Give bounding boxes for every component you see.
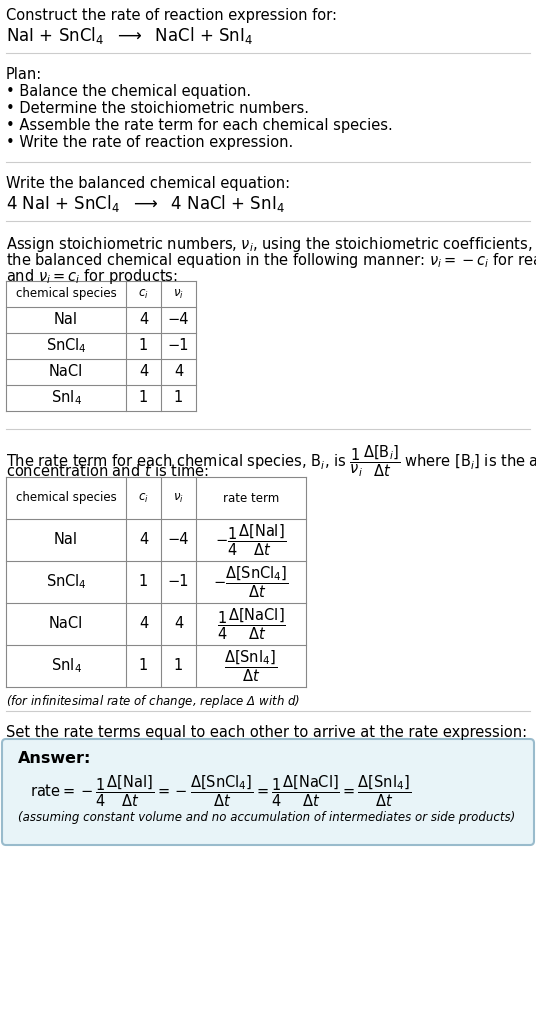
Text: Answer:: Answer: <box>18 751 91 766</box>
Text: SnI$_4$: SnI$_4$ <box>50 656 81 675</box>
Text: 1: 1 <box>174 658 183 674</box>
Text: 1: 1 <box>139 575 148 589</box>
Text: $\nu_i$: $\nu_i$ <box>173 288 184 300</box>
Text: • Write the rate of reaction expression.: • Write the rate of reaction expression. <box>6 135 293 150</box>
Text: Construct the rate of reaction expression for:: Construct the rate of reaction expressio… <box>6 8 337 23</box>
Text: $\nu_i$: $\nu_i$ <box>173 491 184 505</box>
Text: SnCl$_4$: SnCl$_4$ <box>46 336 86 355</box>
Text: NaI + SnCl$_4$  $\longrightarrow$  NaCl + SnI$_4$: NaI + SnCl$_4$ $\longrightarrow$ NaCl + … <box>6 25 253 46</box>
Text: NaCl: NaCl <box>49 364 83 380</box>
Text: SnI$_4$: SnI$_4$ <box>50 389 81 408</box>
Text: −1: −1 <box>168 575 189 589</box>
Text: Set the rate terms equal to each other to arrive at the rate expression:: Set the rate terms equal to each other t… <box>6 725 527 740</box>
Text: 1: 1 <box>139 390 148 406</box>
Text: −4: −4 <box>168 313 189 327</box>
Text: chemical species: chemical species <box>16 288 116 300</box>
Text: SnCl$_4$: SnCl$_4$ <box>46 573 86 591</box>
Text: (for infinitesimal rate of change, replace Δ with $d$): (for infinitesimal rate of change, repla… <box>6 694 300 710</box>
Text: concentration and $t$ is time:: concentration and $t$ is time: <box>6 463 209 479</box>
Text: • Assemble the rate term for each chemical species.: • Assemble the rate term for each chemic… <box>6 118 393 133</box>
Text: 4: 4 <box>139 616 148 632</box>
Text: Assign stoichiometric numbers, $\nu_i$, using the stoichiometric coefficients, $: Assign stoichiometric numbers, $\nu_i$, … <box>6 235 536 254</box>
Text: NaI: NaI <box>54 533 78 548</box>
Text: −1: −1 <box>168 338 189 354</box>
Text: the balanced chemical equation in the following manner: $\nu_i = -c_i$ for react: the balanced chemical equation in the fo… <box>6 251 536 270</box>
Text: $c_i$: $c_i$ <box>138 491 149 505</box>
Text: $\mathrm{rate} = -\dfrac{1}{4}\dfrac{\Delta[\mathrm{NaI}]}{\Delta t} = -\dfrac{\: $\mathrm{rate} = -\dfrac{1}{4}\dfrac{\De… <box>30 773 411 808</box>
Text: $-\dfrac{\Delta[\mathrm{SnCl_4}]}{\Delta t}$: $-\dfrac{\Delta[\mathrm{SnCl_4}]}{\Delta… <box>213 565 289 600</box>
Text: −4: −4 <box>168 533 189 548</box>
Text: 4: 4 <box>139 313 148 327</box>
Text: chemical species: chemical species <box>16 491 116 505</box>
Text: 1: 1 <box>174 390 183 406</box>
Text: $\dfrac{1}{4}\dfrac{\Delta[\mathrm{NaCl}]}{\Delta t}$: $\dfrac{1}{4}\dfrac{\Delta[\mathrm{NaCl}… <box>217 606 285 642</box>
Text: The rate term for each chemical species, B$_i$, is $\dfrac{1}{\nu_i}\dfrac{\Delt: The rate term for each chemical species,… <box>6 443 536 479</box>
Text: $-\dfrac{1}{4}\dfrac{\Delta[\mathrm{NaI}]}{\Delta t}$: $-\dfrac{1}{4}\dfrac{\Delta[\mathrm{NaI}… <box>215 522 287 557</box>
Text: • Balance the chemical equation.: • Balance the chemical equation. <box>6 84 251 99</box>
Text: Plan:: Plan: <box>6 67 42 82</box>
Text: NaI: NaI <box>54 313 78 327</box>
Text: 4: 4 <box>139 364 148 380</box>
Text: 1: 1 <box>139 658 148 674</box>
Text: $\dfrac{\Delta[\mathrm{SnI_4}]}{\Delta t}$: $\dfrac{\Delta[\mathrm{SnI_4}]}{\Delta t… <box>224 648 278 684</box>
Text: 1: 1 <box>139 338 148 354</box>
FancyBboxPatch shape <box>2 739 534 845</box>
Text: 4: 4 <box>174 364 183 380</box>
Text: • Determine the stoichiometric numbers.: • Determine the stoichiometric numbers. <box>6 101 309 116</box>
Text: Write the balanced chemical equation:: Write the balanced chemical equation: <box>6 176 290 191</box>
Text: 4: 4 <box>139 533 148 548</box>
Text: rate term: rate term <box>223 491 279 505</box>
Text: $c_i$: $c_i$ <box>138 288 149 300</box>
Text: (assuming constant volume and no accumulation of intermediates or side products): (assuming constant volume and no accumul… <box>18 811 515 824</box>
Text: 4 NaI + SnCl$_4$  $\longrightarrow$  4 NaCl + SnI$_4$: 4 NaI + SnCl$_4$ $\longrightarrow$ 4 NaC… <box>6 193 285 214</box>
Text: NaCl: NaCl <box>49 616 83 632</box>
Text: 4: 4 <box>174 616 183 632</box>
Text: and $\nu_i = c_i$ for products:: and $\nu_i = c_i$ for products: <box>6 267 178 286</box>
